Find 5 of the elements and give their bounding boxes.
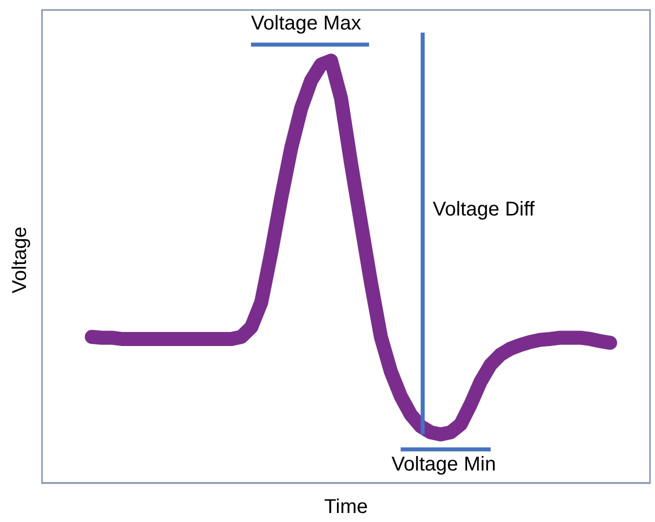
text: Voltage Max [251, 12, 362, 35]
y-axis-title: Voltage [9, 226, 31, 294]
annotation: Voltage Diff [432, 198, 536, 221]
annotation: Voltage Min [391, 453, 496, 476]
x-axis-title: Time [324, 496, 368, 518]
